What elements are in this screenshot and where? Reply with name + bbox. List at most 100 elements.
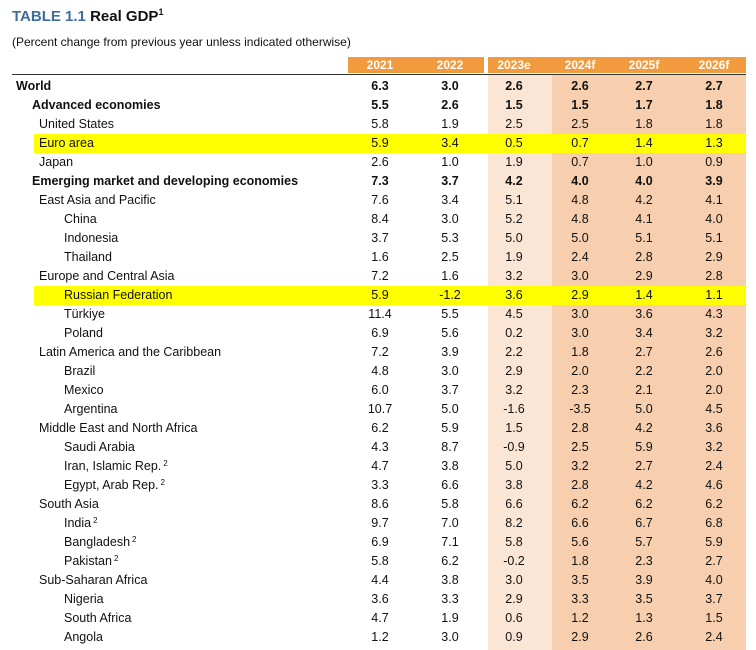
cell-2023e: 0.5 — [505, 136, 523, 150]
cell-2022: 3.3 — [441, 592, 459, 606]
column-header-2026f: 2026f — [698, 58, 730, 72]
cell-2025f: 2.9 — [635, 269, 653, 283]
cell-2023e: -0.9 — [503, 440, 525, 454]
row-label-text: World — [16, 79, 52, 93]
cell-2026f: 2.4 — [705, 459, 723, 473]
cell-2024f: 2.9 — [571, 630, 589, 644]
cell-2026f: 2.8 — [705, 269, 723, 283]
row-label-text: Euro area — [39, 136, 94, 150]
cell-2026f: 4.0 — [705, 573, 723, 587]
cell-2024f: 3.5 — [571, 573, 589, 587]
cell-2025f: 6.2 — [635, 497, 653, 511]
cell-2022: 5.8 — [441, 497, 459, 511]
row-label-text: Egypt, Arab Rep. — [64, 478, 159, 492]
cell-2023e: 5.1 — [505, 193, 523, 207]
row-label-text: Thailand — [64, 250, 112, 264]
table-row: Mexico 6.0 3.7 3.2 2.3 2.1 2.0 — [12, 381, 746, 400]
cell-2026f: 2.7 — [705, 79, 723, 93]
row-label: Iran, Islamic Rep. 2 — [64, 459, 168, 473]
row-label-text: Mexico — [64, 383, 104, 397]
cell-2021: 4.7 — [371, 611, 389, 625]
table-number: TABLE 1.1 — [12, 8, 86, 25]
cell-2023e: -0.2 — [503, 554, 525, 568]
cell-2022: 2.5 — [441, 250, 459, 264]
cell-2024f: 1.2 — [571, 611, 589, 625]
cell-2026f: 3.6 — [705, 421, 723, 435]
cell-2025f: 4.1 — [635, 212, 653, 226]
cell-2023e: 2.9 — [505, 592, 523, 606]
estimate-column-shading — [488, 75, 552, 650]
cell-2021: 5.9 — [371, 136, 389, 150]
cell-2025f: 4.2 — [635, 421, 653, 435]
cell-2021: 6.2 — [371, 421, 389, 435]
cell-2026f: 2.4 — [705, 630, 723, 644]
footnote-marker: 2 — [113, 554, 119, 563]
table-row: Japan 2.6 1.0 1.9 0.7 1.0 0.9 — [12, 153, 746, 172]
cell-2023e: 5.2 — [505, 212, 523, 226]
cell-2024f: 3.0 — [571, 326, 589, 340]
table-row: Pakistan 2 5.8 6.2 -0.2 1.8 2.3 2.7 — [12, 552, 746, 571]
cell-2023e: 2.5 — [505, 117, 523, 131]
cell-2022: 5.9 — [441, 421, 459, 435]
footnote-marker: 2 — [163, 459, 168, 468]
cell-2024f: 1.5 — [571, 98, 589, 112]
row-label: Argentina — [64, 402, 118, 416]
row-label-text: Japan — [39, 155, 74, 169]
row-label-text: Middle East and North Africa — [39, 421, 198, 435]
row-label-text: East Asia and Pacific — [39, 193, 156, 207]
cell-2021: 7.3 — [371, 174, 389, 188]
cell-2021: 10.7 — [367, 402, 393, 416]
row-label: Angola — [64, 630, 103, 644]
cell-2025f: 2.1 — [635, 383, 653, 397]
cell-2026f: 4.6 — [705, 478, 723, 492]
table-title-text: Real GDP — [90, 8, 159, 25]
cell-2023e: 2.6 — [505, 79, 523, 93]
table-row: Angola 1.2 3.0 0.9 2.9 2.6 2.4 — [12, 628, 746, 647]
cell-2025f: 5.7 — [635, 535, 653, 549]
cell-2024f: 2.3 — [571, 383, 589, 397]
cell-2024f: 4.8 — [571, 193, 589, 207]
cell-2023e: 5.0 — [505, 231, 523, 245]
cell-2022: 3.0 — [441, 630, 459, 644]
table-row: Latin America and the Caribbean 7.2 3.9 2.2… — [12, 343, 746, 362]
cell-2026f: 1.5 — [705, 611, 723, 625]
row-label-text: United States — [39, 117, 115, 131]
table-title: TABLE 1.1 Real GDP1 — [12, 7, 163, 25]
table-subtitle: (Percent change from previous year unles… — [12, 35, 351, 49]
row-label-text: Brazil — [64, 364, 96, 378]
table-row: Nigeria 3.6 3.3 2.9 3.3 3.5 3.7 — [12, 590, 746, 609]
header-rule — [12, 74, 746, 75]
cell-2021: 1.6 — [371, 250, 389, 264]
cell-2022: 5.5 — [441, 307, 459, 321]
row-label: Poland — [64, 326, 103, 340]
cell-2021: 6.9 — [371, 535, 389, 549]
cell-2025f: 4.2 — [635, 478, 653, 492]
cell-2026f: 3.2 — [705, 326, 723, 340]
column-header-2023e: 2023e — [497, 58, 531, 72]
row-label: East Asia and Pacific — [39, 193, 156, 207]
cell-2024f: 2.0 — [571, 364, 589, 378]
row-label: Emerging market and developing economies — [32, 174, 298, 188]
cell-2021: 4.7 — [371, 459, 389, 473]
cell-2021: 4.3 — [371, 440, 389, 454]
cell-2023e: 8.2 — [505, 516, 523, 530]
table-row: Indonesia 3.7 5.3 5.0 5.0 5.1 5.1 — [12, 229, 746, 248]
cell-2026f: 4.1 — [705, 193, 723, 207]
row-label: Egypt, Arab Rep. 2 — [64, 478, 165, 492]
cell-2022: 3.7 — [441, 174, 459, 188]
cell-2021: 11.4 — [368, 307, 392, 321]
cell-2023e: 5.0 — [505, 459, 523, 473]
cell-2026f: 2.9 — [705, 250, 723, 264]
cell-2021: 5.8 — [371, 554, 389, 568]
row-label: Türkiye — [64, 307, 105, 321]
cell-2024f: 3.0 — [571, 269, 589, 283]
cell-2023e: -1.6 — [503, 402, 525, 416]
cell-2023e: 3.8 — [505, 478, 523, 492]
table-row: Euro area 5.9 3.4 0.5 0.7 1.4 1.3 — [12, 134, 746, 153]
table-row: Bangladesh 2 6.9 7.1 5.8 5.6 5.7 5.9 — [12, 533, 746, 552]
cell-2026f: 6.8 — [705, 516, 723, 530]
cell-2022: 8.7 — [441, 440, 459, 454]
cell-2024f: 3.3 — [571, 592, 589, 606]
table-row: Sub-Saharan Africa 4.4 3.8 3.0 3.5 3.9 4.0 — [12, 571, 746, 590]
title-footnote-marker: 1 — [158, 7, 164, 17]
